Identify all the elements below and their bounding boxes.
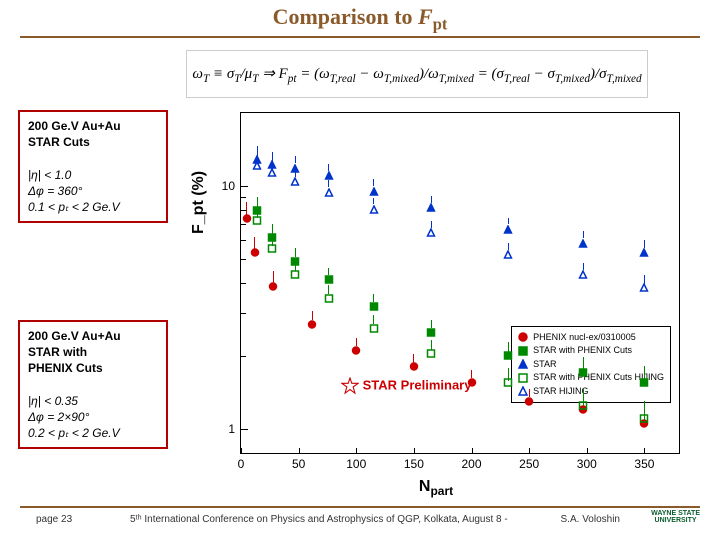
plot-area: STAR Preliminary PHENIX nucl-ex/0310005S… xyxy=(240,112,680,454)
y-axis-label: F_pt (%) xyxy=(190,171,208,234)
data-point xyxy=(579,266,588,284)
box2-line2: STAR with xyxy=(28,345,87,359)
data-point xyxy=(504,347,513,365)
x-tick: 0 xyxy=(238,453,245,471)
data-point xyxy=(525,393,534,411)
data-point xyxy=(291,173,300,191)
data-point xyxy=(268,164,277,182)
preliminary-badge: STAR Preliminary xyxy=(341,377,471,395)
data-point xyxy=(579,364,588,382)
box2-line3: PHENIX Cuts xyxy=(28,361,103,375)
x-tick: 250 xyxy=(519,453,539,471)
y-tick: 1 xyxy=(228,422,241,436)
data-point xyxy=(308,316,317,334)
box2-cut1: |η| < 0.35 xyxy=(28,394,78,408)
data-point xyxy=(640,244,649,262)
data-point xyxy=(250,244,259,262)
data-point xyxy=(369,201,378,219)
box2-cut2: Δφ = 2×90° xyxy=(28,410,89,424)
data-point xyxy=(640,279,649,297)
data-point xyxy=(242,210,251,228)
data-point xyxy=(324,290,333,308)
y-tick: 10 xyxy=(222,179,241,193)
data-point xyxy=(291,266,300,284)
data-point xyxy=(253,157,262,175)
footer-rule xyxy=(20,506,700,508)
data-point xyxy=(269,278,278,296)
x-tick: 300 xyxy=(577,453,597,471)
data-point xyxy=(369,298,378,316)
data-point xyxy=(409,358,418,376)
legend-item: STAR xyxy=(518,358,664,372)
x-axis-label: Npart xyxy=(186,478,686,498)
title-rule xyxy=(20,36,700,38)
x-tick: 350 xyxy=(634,453,654,471)
data-point xyxy=(427,345,436,363)
data-point xyxy=(579,235,588,253)
slide-title: Comparison to Fpt xyxy=(0,4,720,34)
equation-box: ωT ≡ σT/μT ⇒ Fpt = (ωT,real − ωT,mixed)/… xyxy=(186,50,648,98)
data-point xyxy=(253,212,262,230)
chart-region: F_pt (%) STAR Preliminary PHENIX nucl-ex… xyxy=(186,104,686,498)
data-point xyxy=(504,221,513,239)
box2-cut3: 0.2 < pₜ < 2 Ge.V xyxy=(28,426,120,440)
legend-item: PHENIX nucl-ex/0310005 xyxy=(518,331,664,345)
data-point xyxy=(579,397,588,415)
page-number: page 23 xyxy=(36,514,72,525)
footer: page 23 5ᵗʰ International Conference on … xyxy=(0,506,720,536)
x-tick: 200 xyxy=(462,453,482,471)
data-point xyxy=(640,374,649,392)
cuts-box-phenix: 200 Ge.V Au+Au STAR with PHENIX Cuts |η|… xyxy=(18,320,168,449)
data-point xyxy=(268,240,277,258)
data-point xyxy=(467,374,476,392)
data-point xyxy=(504,374,513,392)
x-tick: 50 xyxy=(292,453,305,471)
conference-text: 5ᵗʰ International Conference on Physics … xyxy=(130,514,508,525)
author-name: S.A. Voloshin xyxy=(561,514,620,525)
university-logo: WAYNE STATEUNIVERSITY xyxy=(651,510,700,524)
data-point xyxy=(427,199,436,217)
data-point xyxy=(640,410,649,428)
equation-text: ωT ≡ σT/μT ⇒ Fpt = (ωT,real − ωT,mixed)/… xyxy=(192,64,641,85)
data-point xyxy=(352,342,361,360)
box1-line2: STAR Cuts xyxy=(28,135,90,149)
legend-item: STAR with PHENIX Cuts xyxy=(518,344,664,358)
cuts-box-star: 200 Ge.V Au+Au STAR Cuts |η| < 1.0 Δφ = … xyxy=(18,110,168,223)
data-point xyxy=(427,224,436,242)
box1-cut3: 0.1 < pₜ < 2 Ge.V xyxy=(28,200,120,214)
x-tick: 150 xyxy=(404,453,424,471)
box1-line1: 200 Ge.V Au+Au xyxy=(28,119,121,133)
x-tick: 100 xyxy=(346,453,366,471)
box1-cut1: |η| < 1.0 xyxy=(28,168,71,182)
box1-cut2: Δφ = 360° xyxy=(28,184,82,198)
data-point xyxy=(369,320,378,338)
data-point xyxy=(504,246,513,264)
box2-line1: 200 Ge.V Au+Au xyxy=(28,329,121,343)
data-point xyxy=(324,184,333,202)
